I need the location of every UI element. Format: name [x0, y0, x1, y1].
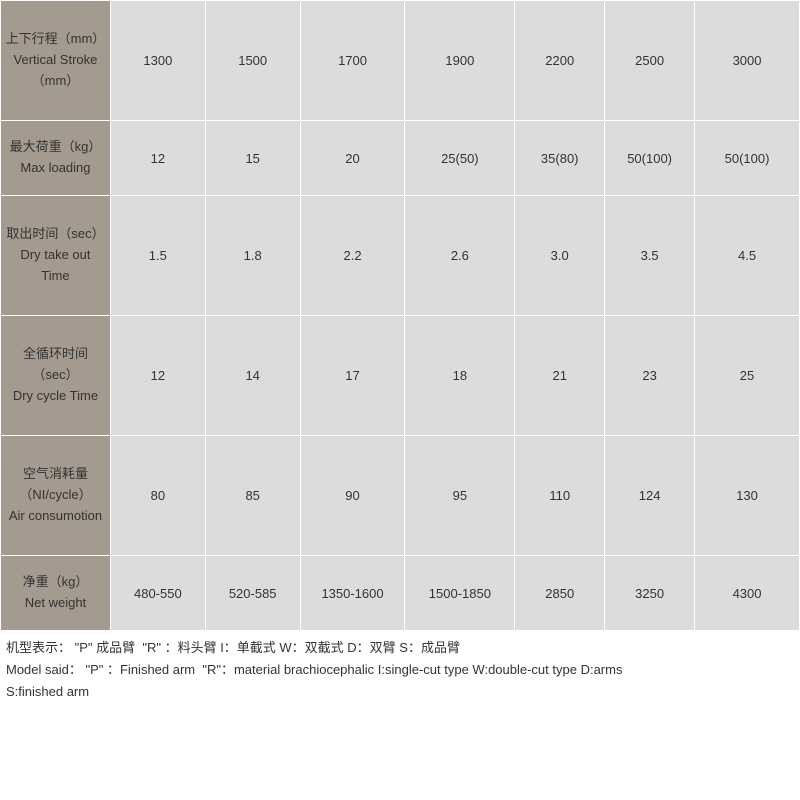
- row-header: 全循环时间（sec）Dry cycle Time: [1, 316, 111, 436]
- row-label-cn: 上下行程（mm）: [5, 29, 106, 50]
- data-cell: 80: [110, 436, 205, 556]
- data-cell: 1900: [405, 1, 515, 121]
- data-cell: 85: [205, 436, 300, 556]
- data-cell: 2.2: [300, 196, 405, 316]
- data-cell: 3.0: [515, 196, 605, 316]
- data-cell: 1700: [300, 1, 405, 121]
- row-header: 净重（kg）Net weight: [1, 556, 111, 631]
- table-row: 上下行程（mm）Vertical Stroke（mm）1300150017001…: [1, 1, 800, 121]
- row-label-en: Dry take out Time: [5, 245, 106, 287]
- data-cell: 4.5: [695, 196, 800, 316]
- data-cell: 35(80): [515, 121, 605, 196]
- data-cell: 12: [110, 316, 205, 436]
- row-label-cn: 全循环时间（sec）: [5, 344, 106, 386]
- data-cell: 90: [300, 436, 405, 556]
- data-cell: 2.6: [405, 196, 515, 316]
- data-cell: 3250: [605, 556, 695, 631]
- footnote-line-1: 机型表示： "P" 成品臂 "R" ：料头臂 I：单截式 W：双截式 D：双臂 …: [6, 637, 794, 659]
- data-cell: 17: [300, 316, 405, 436]
- data-cell: 23: [605, 316, 695, 436]
- data-cell: 50(100): [695, 121, 800, 196]
- table-row: 最大荷重（kg）Max loading12152025(50)35(80)50(…: [1, 121, 800, 196]
- row-header: 空气消耗量（NI/cycle）Air consumotion: [1, 436, 111, 556]
- data-cell: 2850: [515, 556, 605, 631]
- data-cell: 130: [695, 436, 800, 556]
- data-cell: 18: [405, 316, 515, 436]
- data-cell: 1300: [110, 1, 205, 121]
- data-cell: 520-585: [205, 556, 300, 631]
- data-cell: 25: [695, 316, 800, 436]
- data-cell: 15: [205, 121, 300, 196]
- footnote-line-2: Model said： "P" ：Finished arm "R"：materi…: [6, 659, 794, 681]
- row-header: 取出时间（sec）Dry take out Time: [1, 196, 111, 316]
- row-label-cn: 取出时间（sec）: [5, 224, 106, 245]
- footnote-line-3: S:finished arm: [6, 681, 794, 703]
- data-cell: 12: [110, 121, 205, 196]
- row-label-en: Vertical Stroke（mm）: [5, 50, 106, 92]
- data-cell: 2500: [605, 1, 695, 121]
- row-label-cn: 空气消耗量（NI/cycle）: [5, 464, 106, 506]
- row-header: 上下行程（mm）Vertical Stroke（mm）: [1, 1, 111, 121]
- row-header: 最大荷重（kg）Max loading: [1, 121, 111, 196]
- row-label-cn: 净重（kg）: [5, 572, 106, 593]
- data-cell: 124: [605, 436, 695, 556]
- data-cell: 4300: [695, 556, 800, 631]
- data-cell: 50(100): [605, 121, 695, 196]
- row-label-en: Air consumotion: [5, 506, 106, 527]
- data-cell: 1500-1850: [405, 556, 515, 631]
- data-cell: 1.8: [205, 196, 300, 316]
- spec-table: 上下行程（mm）Vertical Stroke（mm）1300150017001…: [0, 0, 800, 631]
- row-label-en: Net weight: [5, 593, 106, 614]
- data-cell: 480-550: [110, 556, 205, 631]
- data-cell: 95: [405, 436, 515, 556]
- spec-table-body: 上下行程（mm）Vertical Stroke（mm）1300150017001…: [1, 1, 800, 631]
- data-cell: 3000: [695, 1, 800, 121]
- table-row: 全循环时间（sec）Dry cycle Time12141718212325: [1, 316, 800, 436]
- row-label-en: Dry cycle Time: [5, 386, 106, 407]
- table-row: 空气消耗量（NI/cycle）Air consumotion8085909511…: [1, 436, 800, 556]
- table-row: 取出时间（sec）Dry take out Time1.51.82.22.63.…: [1, 196, 800, 316]
- row-label-en: Max loading: [5, 158, 106, 179]
- data-cell: 2200: [515, 1, 605, 121]
- data-cell: 14: [205, 316, 300, 436]
- row-label-cn: 最大荷重（kg）: [5, 137, 106, 158]
- data-cell: 1350-1600: [300, 556, 405, 631]
- data-cell: 3.5: [605, 196, 695, 316]
- data-cell: 20: [300, 121, 405, 196]
- data-cell: 110: [515, 436, 605, 556]
- data-cell: 25(50): [405, 121, 515, 196]
- table-row: 净重（kg）Net weight480-550520-5851350-16001…: [1, 556, 800, 631]
- data-cell: 21: [515, 316, 605, 436]
- data-cell: 1.5: [110, 196, 205, 316]
- footnote: 机型表示： "P" 成品臂 "R" ：料头臂 I：单截式 W：双截式 D：双臂 …: [0, 631, 800, 703]
- data-cell: 1500: [205, 1, 300, 121]
